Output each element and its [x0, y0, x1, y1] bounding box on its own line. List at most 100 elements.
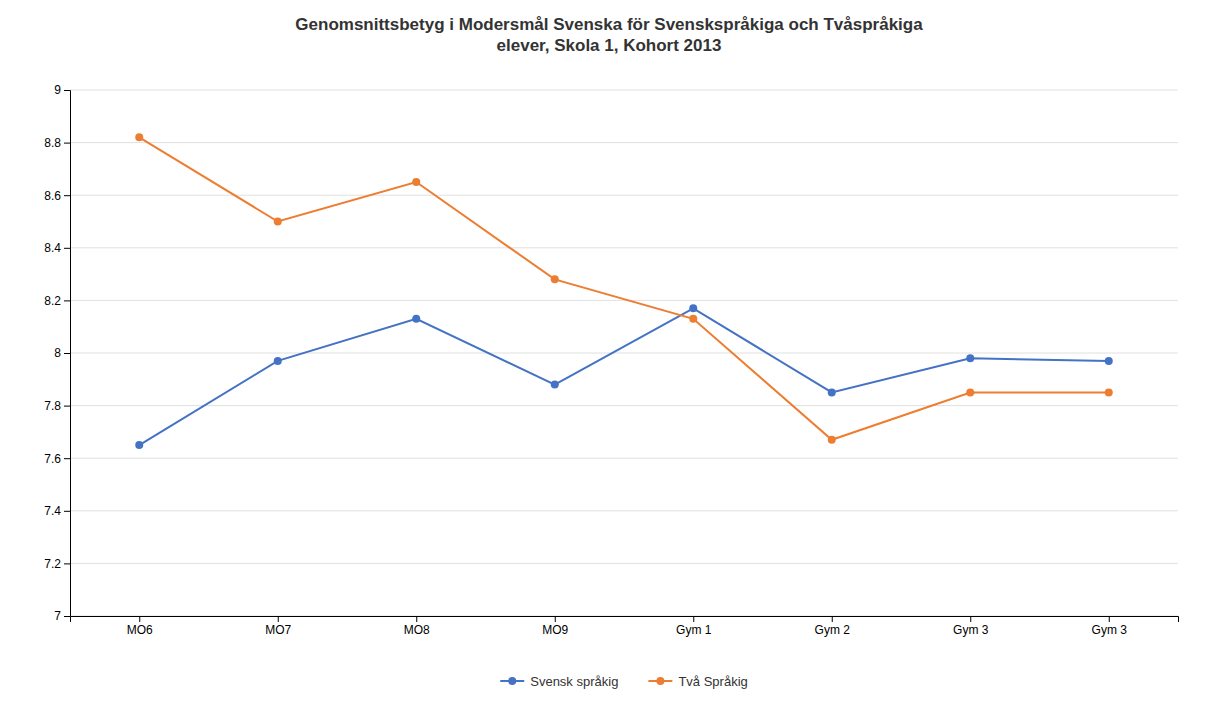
x-tick-label: MO9 — [542, 623, 568, 637]
x-tick-label: MO8 — [404, 623, 430, 637]
point — [274, 218, 282, 226]
series — [135, 304, 1113, 449]
point — [135, 441, 143, 449]
grid-line — [70, 90, 1178, 91]
point — [274, 357, 282, 365]
point — [551, 381, 559, 389]
y-tick-label: 7.6 — [44, 452, 61, 466]
x-axis: MO6 MO7 MO8 MO9 Gym 1 Gym 2 Gym 3 Gym 3 — [71, 616, 1179, 637]
x-tick-mark — [278, 616, 279, 622]
series-line — [139, 137, 1109, 439]
y-tick-label: 9 — [54, 83, 61, 97]
x-tick-label: Gym 3 — [953, 623, 989, 637]
y-tick: 8.6 — [44, 189, 70, 203]
x-tick: MO8 — [404, 616, 430, 637]
y-tick-label: 8.4 — [44, 241, 61, 255]
legend: Svensk språkig Två Språkig — [500, 674, 748, 689]
point — [412, 315, 420, 323]
y-tick: 7.2 — [44, 557, 70, 571]
y-tick: 7 — [54, 609, 70, 623]
y-tick-label: 8.2 — [44, 294, 61, 308]
grid-line — [70, 563, 1178, 564]
series — [135, 133, 1113, 443]
x-tick: Gym 1 — [676, 616, 712, 637]
y-tick-label: 7.2 — [44, 557, 61, 571]
y-tick-mark — [64, 511, 70, 512]
x-tick-mark — [139, 616, 140, 622]
chart-svg: Genomsnittsbetyg i Modersmål Svenska för… — [0, 0, 1218, 716]
axis-domain — [71, 617, 1179, 623]
y-tick: 7.6 — [44, 452, 70, 466]
point — [135, 133, 143, 141]
legend-label: Två Språkig — [678, 674, 747, 689]
x-tick-mark — [1109, 616, 1110, 622]
plot-area: 7 7.2 7.4 7.6 7.8 8 8.2 8.4 8.6 8.8 9 MO6 MO7 MO8 MO9 G… — [44, 83, 1178, 636]
y-tick-label: 7 — [54, 609, 61, 623]
point — [551, 275, 559, 283]
x-tick-label: Gym 3 — [1092, 623, 1128, 637]
legend-item: Två Språkig — [648, 674, 747, 689]
legend-marker — [508, 677, 516, 685]
y-tick-mark — [64, 616, 70, 617]
grid-line — [70, 353, 1178, 354]
point — [828, 436, 836, 444]
grid-line — [70, 458, 1178, 459]
point — [1105, 388, 1113, 396]
chart-container: Genomsnittsbetyg i Modersmål Svenska för… — [0, 0, 1218, 716]
x-tick-mark — [970, 616, 971, 622]
y-tick: 8.2 — [44, 294, 70, 308]
y-tick: 8.8 — [44, 136, 70, 150]
grid-line — [70, 142, 1178, 143]
x-tick: MO9 — [542, 616, 568, 637]
y-tick: 8.4 — [44, 241, 70, 255]
grid-line — [70, 510, 1178, 511]
y-tick-mark — [64, 563, 70, 564]
y-tick-label: 8.8 — [44, 136, 61, 150]
title-line: Genomsnittsbetyg i Modersmål Svenska för… — [295, 15, 923, 34]
y-tick-label: 8 — [54, 346, 61, 360]
y-tick-label: 7.8 — [44, 399, 61, 413]
y-axis: 7 7.2 7.4 7.6 7.8 8 8.2 8.4 8.6 8.8 9 — [44, 83, 70, 623]
legend-label: Svensk språkig — [530, 674, 618, 689]
y-tick-mark — [64, 195, 70, 196]
y-tick: 9 — [54, 83, 70, 97]
y-tick-mark — [64, 300, 70, 301]
x-tick: Gym 2 — [815, 616, 851, 637]
point — [828, 388, 836, 396]
y-tick-label: 8.6 — [44, 189, 61, 203]
series-line — [139, 308, 1109, 445]
point — [412, 178, 420, 186]
x-tick-label: MO7 — [265, 623, 291, 637]
point — [689, 304, 697, 312]
y-tick-mark — [64, 353, 70, 354]
x-tick: Gym 3 — [953, 616, 989, 637]
x-tick-label: MO6 — [127, 623, 153, 637]
y-tick-mark — [64, 458, 70, 459]
y-tick-mark — [64, 90, 70, 91]
y-tick: 7.4 — [44, 504, 70, 518]
x-tick: MO7 — [265, 616, 291, 637]
title-line: elever, Skola 1, Kohort 2013 — [497, 36, 722, 55]
grid — [70, 90, 1178, 616]
x-tick-mark — [832, 616, 833, 622]
x-tick-label: Gym 2 — [815, 623, 851, 637]
grid-line — [70, 405, 1178, 406]
y-tick-mark — [64, 248, 70, 249]
point — [966, 388, 974, 396]
axis-domain — [64, 91, 71, 617]
x-tick-mark — [416, 616, 417, 622]
legend-marker — [656, 677, 664, 685]
x-tick: MO6 — [127, 616, 153, 637]
marks — [135, 133, 1113, 449]
y-tick: 7.8 — [44, 399, 70, 413]
x-tick: Gym 3 — [1092, 616, 1128, 637]
grid-line — [70, 247, 1178, 248]
x-tick-label: Gym 1 — [676, 623, 712, 637]
point — [1105, 357, 1113, 365]
x-tick-mark — [555, 616, 556, 622]
y-tick-mark — [64, 406, 70, 407]
y-tick-mark — [64, 143, 70, 144]
y-tick: 8 — [54, 346, 70, 360]
legend-item: Svensk språkig — [500, 674, 618, 689]
chart-title: Genomsnittsbetyg i Modersmål Svenska för… — [295, 15, 923, 55]
